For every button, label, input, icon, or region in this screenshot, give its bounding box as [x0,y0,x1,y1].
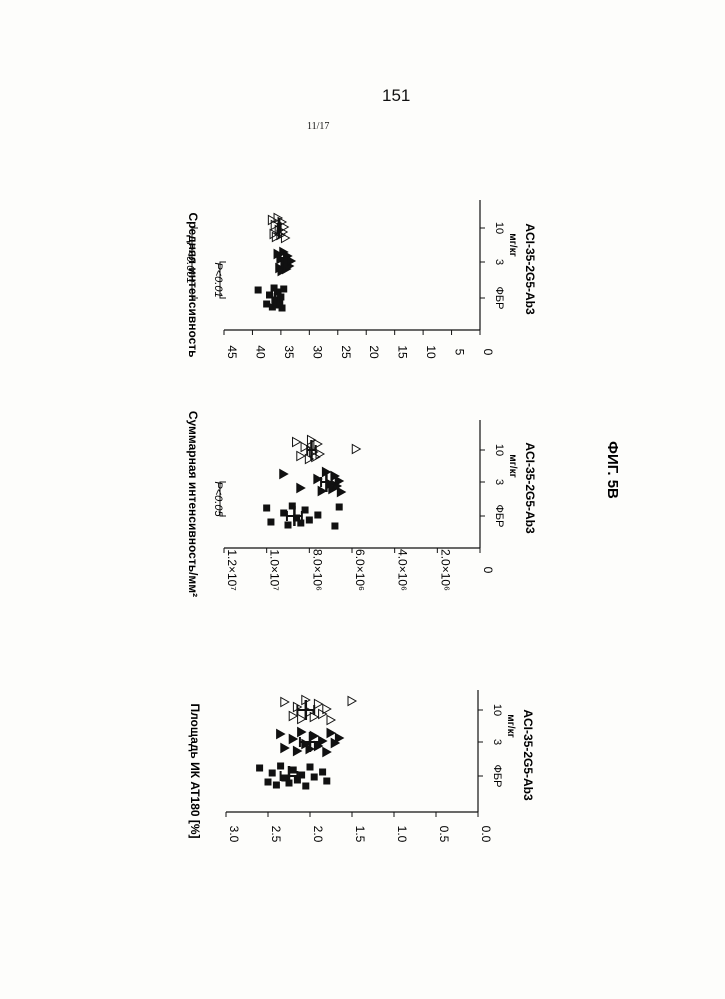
data-point [273,782,280,789]
data-point [323,778,330,785]
data-point [337,488,345,497]
figure-caption: ФИГ. 5В [604,441,621,499]
y-tick-label: 0 [481,349,495,356]
y-tick-label: 1.0 [395,826,409,843]
y-tick-label: 6.0×10⁶ [353,549,367,591]
data-point [331,523,338,530]
data-point [289,712,297,721]
data-point [298,728,306,737]
data-point [302,783,309,790]
significance-label: P<0.001 [184,242,196,283]
data-point [327,716,335,725]
y-axis-label: Площадь ИК AT180 [%] [188,703,202,838]
data-point [289,735,297,744]
chart-panel-2: 0 2.0×10⁶ 4.0×10⁶ 6.0×10⁶ 8.0×10⁶ 1.0×10⁷ 1.2×… [186,411,537,597]
data-point [336,504,343,511]
category-label: 10 [493,222,505,234]
y-tick-label: 2.0 [311,826,325,843]
data-point [310,732,318,741]
x-axis-title: ACI-35-2G5-Ab3 [523,223,537,315]
y-tick-label: 8.0×10⁶ [310,549,324,591]
y-tick-label: 30 [310,345,324,359]
data-point [323,748,331,757]
data-point [297,484,305,493]
data-point [256,765,263,772]
category-label: ФБР [491,765,503,788]
y-tick-label: 25 [339,345,353,359]
category-label: ФБР [493,287,505,310]
data-point [293,747,301,756]
y-tick-label: 1.2×10⁷ [225,549,239,590]
data-point [298,715,306,724]
y-tick-label: 1.5 [353,826,367,843]
data-point [298,772,305,779]
data-point [297,520,304,527]
y-tick-label: 45 [225,345,239,359]
data-point [293,438,301,447]
data-point [263,505,270,512]
y-tick-label: 15 [396,345,410,359]
x-axis-title: ACI-35-2G5-Ab3 [523,442,537,534]
data-point [352,445,360,454]
data-point [314,700,322,709]
x-unit-label: мг/кг [507,233,518,257]
chart-panel-3: 0 5 10 15 20 25 30 35 40 45 Средняя интенсивность Ф… [184,200,537,359]
category-label: 3 [493,479,505,485]
y-tick-label: 0 [481,567,495,574]
data-point [307,764,314,771]
y-tick-label: 20 [367,345,381,359]
x-axis-title: ACI-35-2G5-Ab3 [521,709,535,801]
category-label: 3 [491,739,503,745]
data-point [327,729,335,738]
data-point [280,470,288,479]
data-point [267,519,274,526]
data-point [277,763,284,770]
data-point [290,767,297,774]
data-point [335,734,343,743]
y-tick-label: 35 [282,345,296,359]
category-label: 10 [493,444,505,456]
y-tick-label: 40 [253,345,267,359]
data-point [314,512,321,519]
data-point [265,779,272,786]
y-axis-label: Средняя интенсивность [186,212,200,357]
data-point [335,477,343,486]
data-point [281,744,289,753]
data-point [255,287,262,294]
y-tick-label: 5 [453,349,467,356]
y-tick-label: 4.0×10⁶ [396,549,410,591]
data-point [280,286,287,293]
x-unit-label: мг/кг [505,714,516,738]
y-axis-label: Суммарная интенсивность/мм² [186,411,200,597]
data-point [306,517,313,524]
y-tick-label: 3.0 [227,826,241,843]
y-tick-label: 0.5 [437,826,451,843]
significance-label: P<0.05 [212,481,224,517]
data-point [277,730,285,739]
data-point [319,769,326,776]
category-label: ФБР [493,505,505,528]
data-point [285,522,292,529]
category-label: 10 [491,704,503,716]
y-tick-label: 2.5 [269,826,283,843]
x-unit-label: мг/кг [507,454,518,478]
significance-label: P<0.01 [212,262,224,297]
data-point [311,774,318,781]
y-tick-label: 1.0×10⁷ [268,549,282,590]
y-tick-label: 10 [424,345,438,359]
data-point [269,770,276,777]
y-tick-label: 0.0 [479,826,493,843]
y-tick-label: 2.0×10⁶ [438,549,452,591]
data-point [281,698,289,707]
data-point [297,452,305,461]
chart-panel-1: 0.0 0.5 1.0 1.5 2.0 2.5 3.0 Площадь ИК AT180 [%… [188,690,535,843]
category-label: 3 [493,259,505,265]
data-point [279,305,286,312]
data-point [348,697,356,706]
data-point [318,487,326,496]
